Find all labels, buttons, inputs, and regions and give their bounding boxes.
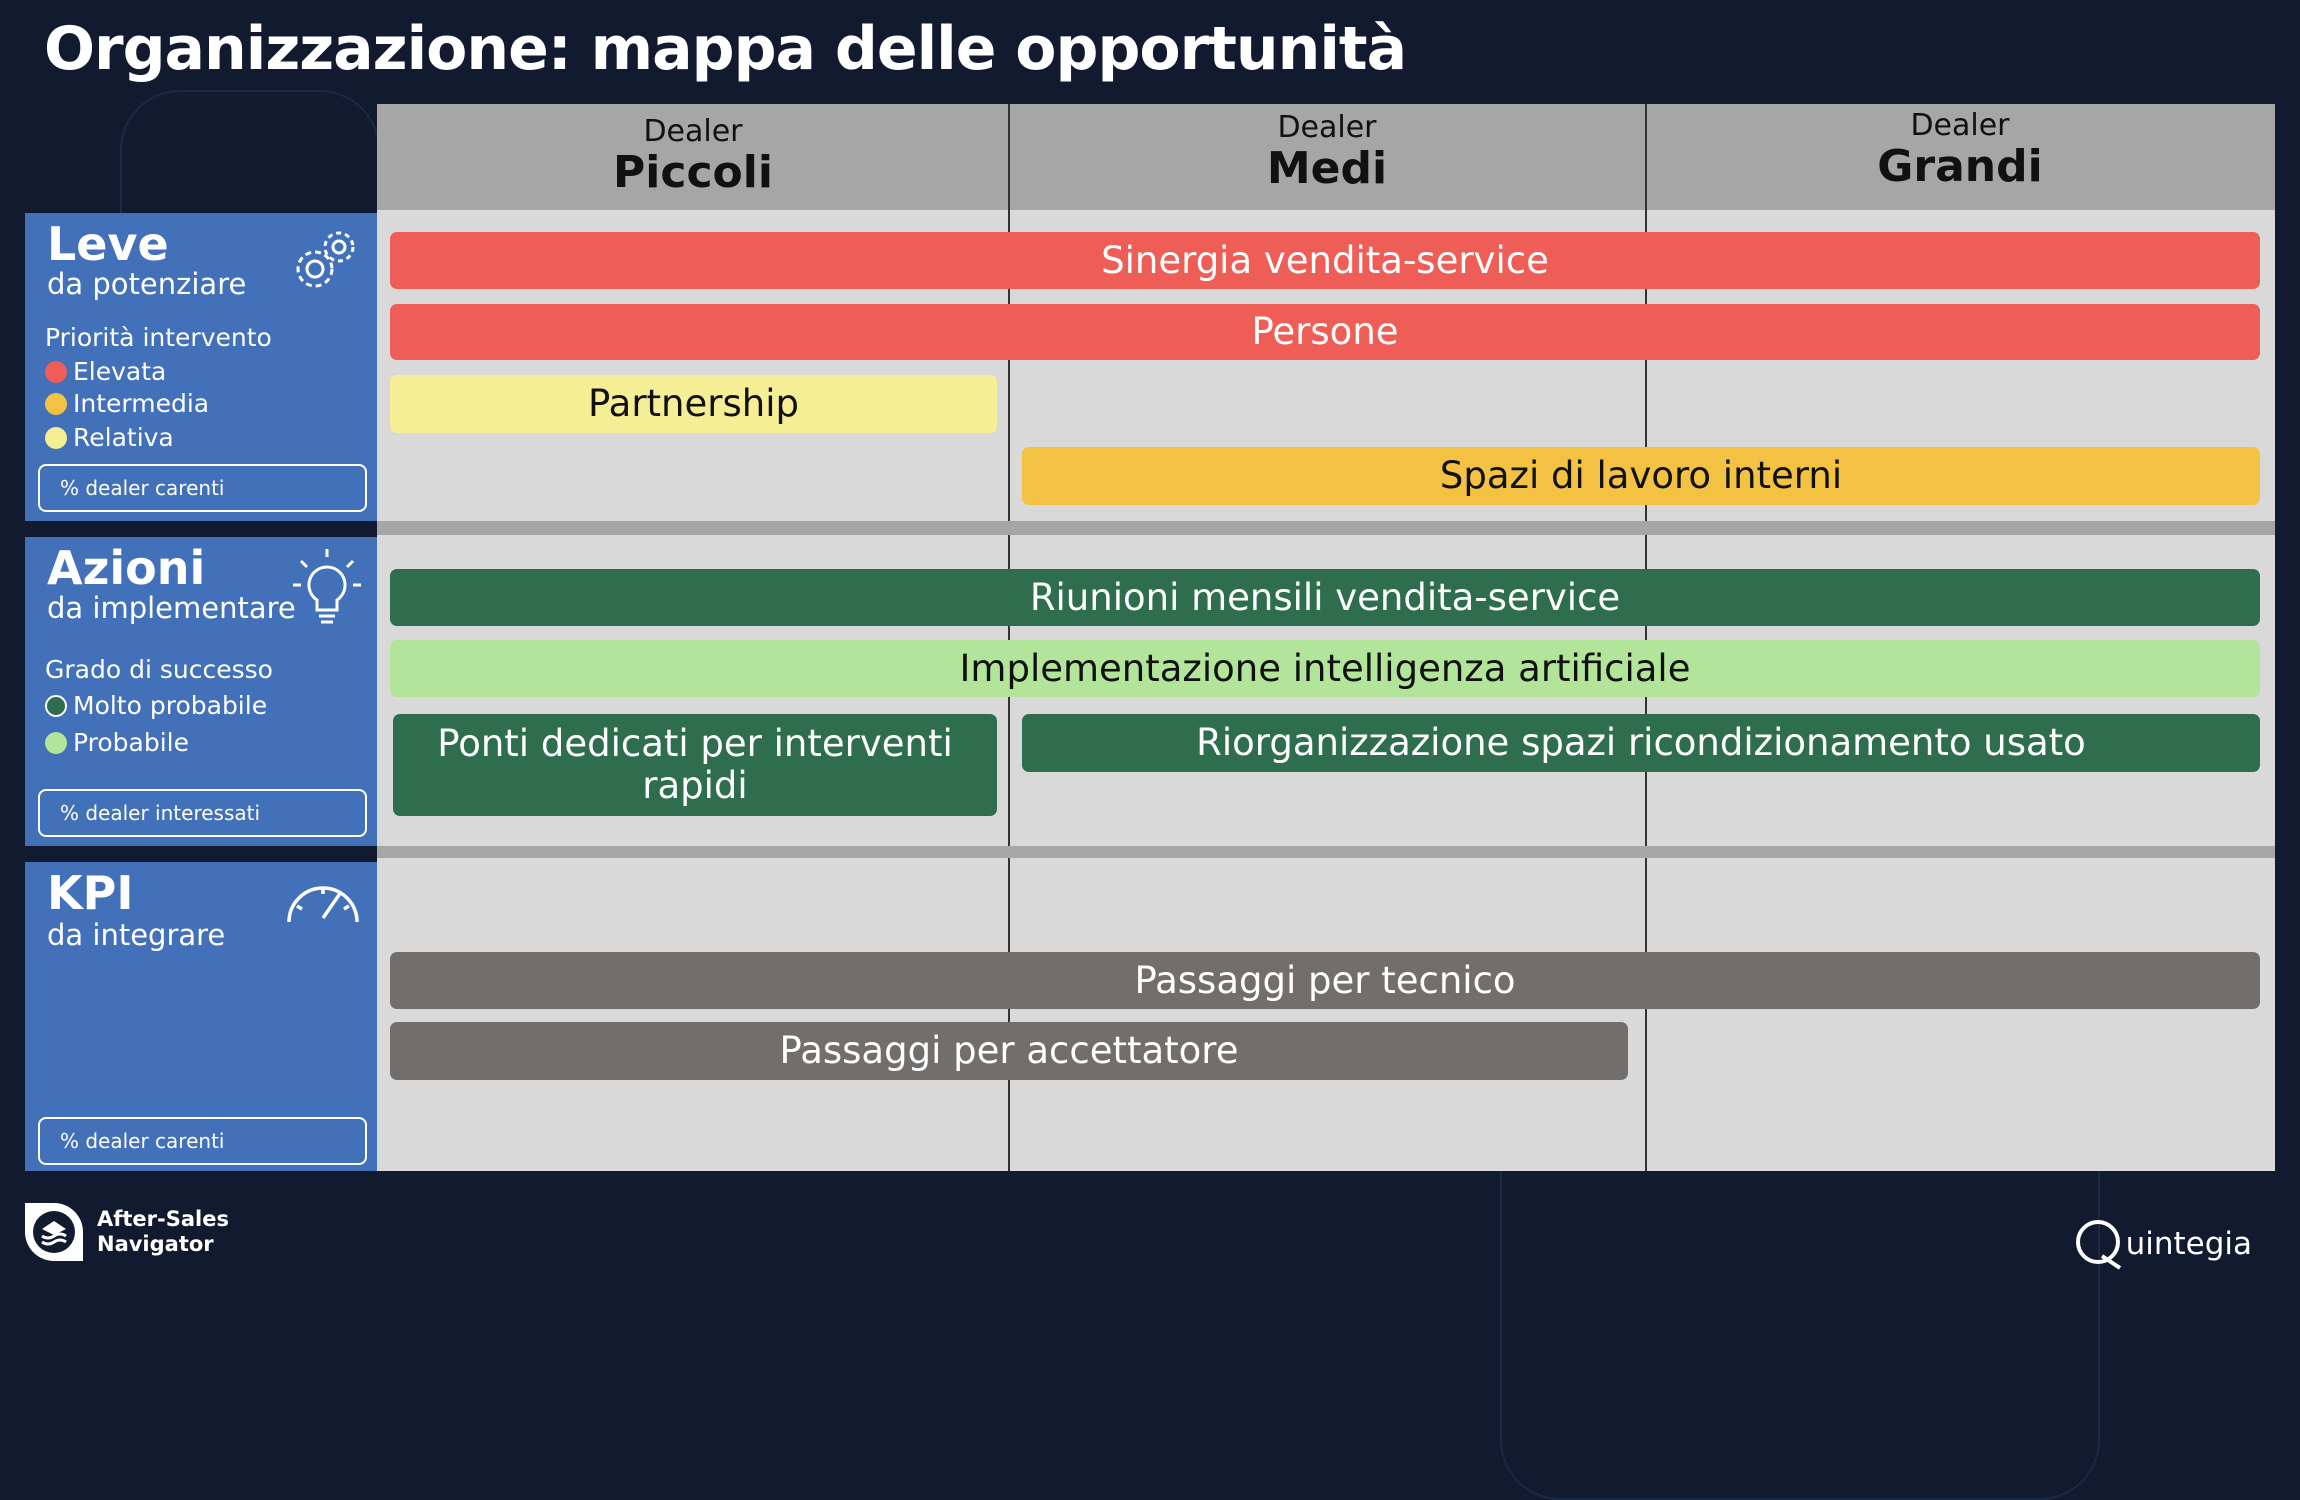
orange-dot-icon: [45, 393, 67, 415]
speedometer-icon: [287, 886, 359, 923]
light-green-dot-icon: [45, 732, 67, 754]
legend-item-probabile: Probabile: [45, 726, 189, 760]
section-leve: Leve da potenziare Priorità intervento E…: [25, 213, 377, 521]
column-header-piccoli: Dealer Piccoli: [613, 114, 773, 198]
metric-box: % dealer carenti: [38, 464, 367, 512]
opportunity-bar: Passaggi per accettatore: [390, 1022, 1628, 1080]
column-divider: [1008, 104, 1010, 1171]
column-header-medi: Dealer Medi: [1266, 110, 1388, 194]
column-header-grandi: Dealer Grandi: [1877, 108, 2043, 192]
opportunity-bar: Ponti dedicati per interventi rapidi: [393, 714, 997, 816]
opportunity-bar: Implementazione intelligenza artificiale: [390, 640, 2260, 697]
yellow-dot-icon: [45, 427, 67, 449]
opportunity-bar: Sinergia vendita-service: [390, 232, 2260, 289]
lightbulb-icon: [293, 549, 361, 624]
gears-icon: [296, 231, 355, 288]
red-dot-icon: [45, 361, 67, 383]
section-azioni: Azioni da implementare Grado di successo…: [25, 537, 377, 846]
opportunity-bar: Spazi di lavoro interni: [1022, 447, 2260, 505]
metric-box: % dealer carenti: [38, 1117, 367, 1165]
quintegia-logo: uintegia: [2074, 1218, 2252, 1270]
opportunity-bar: Partnership: [390, 375, 997, 433]
metric-box: % dealer interessati: [38, 789, 367, 837]
section-separator: [377, 521, 2275, 535]
legend-item-intermedia: Intermedia: [45, 387, 209, 421]
legend-item-elevata: Elevata: [45, 355, 166, 389]
opportunity-bar: Riorganizzazione spazi ricondizionamento…: [1022, 714, 2260, 772]
opportunity-bar: Riunioni mensili vendita-service: [390, 569, 2260, 626]
section-separator: [377, 846, 2275, 858]
navigator-logo-icon: [25, 1203, 83, 1261]
column-header-row: Dealer Piccoli Dealer Medi Dealer Grandi: [377, 104, 2275, 210]
page-title: Organizzazione: mappa delle opportunità: [44, 14, 1407, 84]
quintegia-q-icon: [2075, 1220, 2121, 1270]
column-divider: [1645, 104, 1647, 1171]
opportunity-bar: Passaggi per tecnico: [390, 952, 2260, 1009]
section-kpi: KPI da integrare % dealer carenti: [25, 862, 377, 1171]
after-sales-navigator-logo: After-Sales Navigator: [25, 1203, 229, 1261]
opportunity-bar: Persone: [390, 304, 2260, 360]
legend-item-molto-probabile: Molto probabile: [45, 689, 267, 723]
legend-item-relativa: Relativa: [45, 421, 174, 455]
dark-green-dot-icon: [45, 695, 67, 717]
